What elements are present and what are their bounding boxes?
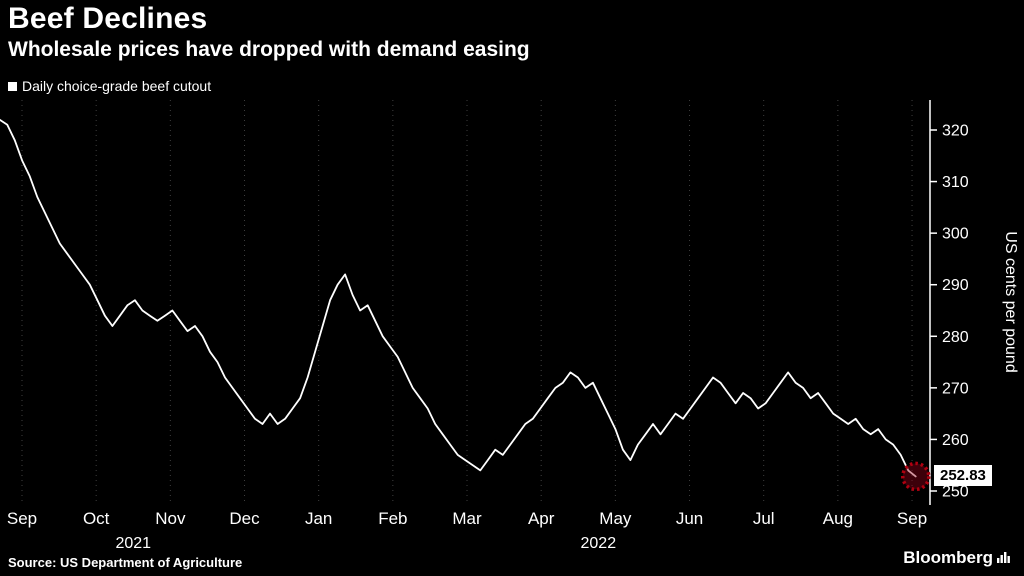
x-tick-label: Jul — [753, 509, 775, 528]
legend: Daily choice-grade beef cutout — [8, 78, 211, 94]
legend-square-icon — [8, 81, 17, 91]
x-tick-label: Jun — [676, 509, 703, 528]
last-price-label: 252.83 — [934, 465, 992, 486]
x-tick-label: Nov — [155, 509, 186, 528]
y-tick-label: 300 — [942, 226, 969, 243]
bloomberg-logo: Bloomberg — [903, 548, 1010, 568]
y-axis-title: US cents per pound — [1002, 231, 1019, 372]
x-tick-label: Sep — [7, 509, 37, 528]
chart-subtitle: Wholesale prices have dropped with deman… — [8, 38, 530, 61]
bloomberg-wordmark: Bloomberg — [903, 548, 993, 567]
x-tick-label: Mar — [452, 509, 482, 528]
y-tick-label: 280 — [942, 329, 969, 346]
last-point-highlight-icon — [900, 461, 931, 492]
x-tick-label: Oct — [83, 509, 110, 528]
year-label: 2022 — [581, 535, 617, 552]
y-tick-label: 270 — [942, 380, 969, 397]
x-tick-label: Sep — [897, 509, 927, 528]
y-tick-label: 250 — [942, 484, 969, 501]
x-tick-label: Apr — [528, 509, 555, 528]
x-tick-label: Dec — [229, 509, 260, 528]
x-tick-label: Feb — [378, 509, 407, 528]
price-line — [0, 118, 917, 478]
y-tick-label: 290 — [942, 277, 969, 294]
bar-chart-icon — [997, 551, 1010, 563]
page-title: Beef Declines — [8, 2, 208, 35]
legend-label: Daily choice-grade beef cutout — [22, 78, 212, 94]
x-tick-label: Jan — [305, 509, 332, 528]
y-tick-label: 260 — [942, 432, 969, 449]
source-note: Source: US Department of Agriculture — [8, 555, 243, 570]
year-label: 2021 — [115, 535, 151, 552]
y-tick-label: 310 — [942, 174, 969, 191]
x-tick-label: May — [599, 509, 632, 528]
x-tick-label: Aug — [823, 509, 853, 528]
y-tick-label: 320 — [942, 123, 969, 140]
